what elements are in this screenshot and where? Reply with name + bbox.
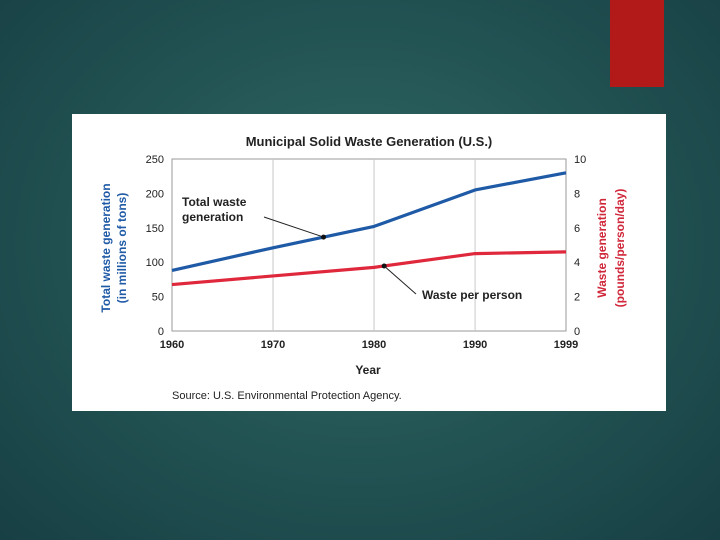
y-right-tick-label: 10 [574,154,586,166]
x-tick-label: 1999 [554,339,578,351]
right-axis-title-line1: Waste generation [595,198,609,298]
total-waste-marker [321,234,327,240]
y-left-tick-label: 150 [146,223,164,235]
y-right-tick-label: 4 [574,257,580,269]
series [171,171,567,287]
x-tick-label: 1960 [160,339,184,351]
plot-frame [171,158,567,332]
total-waste-line [171,171,567,273]
y-right-tick-label: 6 [574,223,580,235]
waste-per-person-pointer [383,265,417,295]
total-waste-label-line2: generation [182,210,243,224]
right-axis-title-line2: (pounds/person/day) [613,189,627,308]
axes: 1960 1970 1980 1990 199905010015020025002468… [146,154,587,351]
source-note: Source: U.S. Environmental Protection Ag… [172,390,402,402]
y-right-tick-label: 0 [574,326,580,338]
x-tick-label: 1990 [463,339,487,351]
y-left-tick-label: 250 [146,154,164,166]
waste-per-person-label: Waste per person [422,288,522,302]
total-waste-label-line1: Total waste [182,195,247,209]
waste-per-person-line [171,250,567,287]
accent-bar [610,0,664,87]
y-left-tick-label: 100 [146,257,164,269]
chart-card: Municipal Solid Waste Generation (U.S.) … [72,114,666,411]
left-axis-title-line1: Total waste generation [99,183,113,312]
y-left-tick-label: 0 [158,326,164,338]
y-left-tick-label: 200 [146,188,164,200]
x-axis-title: Year [355,363,381,377]
x-tick-label: 1970 [261,339,285,351]
left-axis-title-line2: (in millions of tons) [115,193,129,304]
waste-chart: Municipal Solid Waste Generation (U.S.) … [99,134,627,402]
total-waste-pointer [263,216,324,238]
chart-title: Municipal Solid Waste Generation (U.S.) [246,134,493,149]
y-right-tick-label: 8 [574,188,580,200]
y-left-tick-label: 50 [152,292,164,304]
grid [171,158,567,332]
x-tick-label: 1980 [362,339,386,351]
y-right-tick-label: 2 [574,292,580,304]
